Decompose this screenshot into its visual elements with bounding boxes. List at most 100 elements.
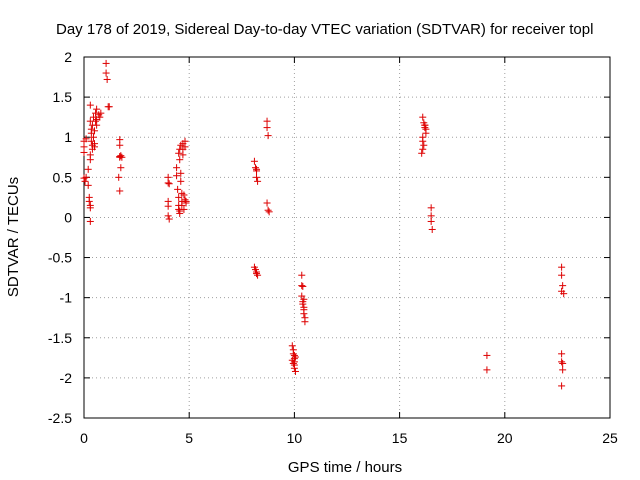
data-point xyxy=(263,117,271,125)
data-point xyxy=(428,225,436,233)
data-point xyxy=(264,132,272,140)
y-tick-label: 0.5 xyxy=(53,169,73,185)
x-tick-label: 10 xyxy=(287,430,303,446)
data-point xyxy=(176,207,184,215)
data-point xyxy=(558,350,566,358)
data-point xyxy=(175,193,183,201)
data-point xyxy=(86,204,94,212)
data-point xyxy=(253,167,261,175)
data-point xyxy=(173,172,181,180)
data-point xyxy=(96,113,104,121)
data-point xyxy=(82,135,90,143)
data-point xyxy=(116,141,124,149)
data-point xyxy=(483,366,491,374)
data-point xyxy=(164,202,172,210)
data-point xyxy=(419,145,427,153)
x-tick-label: 25 xyxy=(602,430,618,446)
data-point xyxy=(80,148,88,156)
data-point xyxy=(250,157,258,165)
y-tick-label: 1 xyxy=(64,129,72,145)
data-point xyxy=(81,177,89,185)
data-point xyxy=(84,181,92,189)
y-tick-label: -1.5 xyxy=(48,330,72,346)
data-point xyxy=(175,149,183,157)
data-point xyxy=(560,290,568,298)
data-point xyxy=(117,164,125,172)
data-point xyxy=(86,217,94,225)
data-point xyxy=(289,359,297,367)
data-point xyxy=(84,165,92,173)
data-point xyxy=(254,271,262,279)
data-point xyxy=(290,364,298,372)
y-tick-label: 1.5 xyxy=(53,89,73,105)
data-point xyxy=(103,75,111,83)
data-point xyxy=(483,351,491,359)
data-point xyxy=(91,143,99,151)
data-point xyxy=(301,318,309,326)
y-tick-label: 0 xyxy=(64,209,72,225)
data-point xyxy=(299,300,307,308)
data-point xyxy=(291,367,299,375)
data-point xyxy=(419,113,427,121)
data-point xyxy=(93,121,101,129)
data-point xyxy=(300,295,308,303)
data-point xyxy=(298,282,306,290)
y-axis-label: SDTVAR / TECUs xyxy=(5,177,22,297)
data-point xyxy=(118,153,126,161)
data-point xyxy=(86,151,94,159)
data-point xyxy=(176,156,184,164)
x-tick-label: 15 xyxy=(392,430,408,446)
x-tick-label: 20 xyxy=(497,430,513,446)
data-point xyxy=(93,105,101,113)
data-point xyxy=(165,215,173,223)
data-point xyxy=(299,282,307,290)
data-point xyxy=(559,366,567,374)
data-point xyxy=(559,282,567,290)
data-point xyxy=(181,143,189,151)
data-point xyxy=(419,137,427,145)
data-point xyxy=(105,103,113,111)
data-point xyxy=(91,127,99,135)
data-point xyxy=(181,196,189,204)
data-point xyxy=(264,206,272,214)
data-point xyxy=(263,124,271,132)
data-point xyxy=(253,173,261,181)
data-point xyxy=(291,353,299,361)
data-point xyxy=(300,310,308,318)
data-point xyxy=(422,129,430,137)
data-point xyxy=(558,358,566,366)
y-tick-label: -2.5 xyxy=(48,410,72,426)
data-point xyxy=(427,217,435,225)
plot-frame xyxy=(83,56,611,419)
data-point xyxy=(92,117,100,125)
data-point xyxy=(558,263,566,271)
y-tick-label: 2 xyxy=(64,49,72,65)
data-point xyxy=(102,59,110,67)
data-point xyxy=(173,164,181,172)
data-point xyxy=(178,201,186,209)
data-point xyxy=(85,197,93,205)
y-tick-label: -0.5 xyxy=(48,250,72,266)
data-point xyxy=(288,342,296,350)
y-tick-label: -2 xyxy=(60,370,73,386)
data-point xyxy=(116,187,124,195)
data-point xyxy=(298,271,306,279)
data-point xyxy=(265,208,273,216)
data-point xyxy=(165,180,173,188)
data-point xyxy=(115,173,123,181)
data-point xyxy=(263,199,271,207)
data-point xyxy=(179,151,187,159)
data-point xyxy=(427,204,435,212)
data-point xyxy=(251,164,259,172)
data-point xyxy=(177,169,185,177)
data-point xyxy=(164,179,172,187)
data-point xyxy=(418,149,426,157)
data-point xyxy=(420,141,428,149)
data-point xyxy=(253,270,261,278)
data-point xyxy=(86,101,94,109)
data-point xyxy=(102,69,110,77)
x-tick-label: 0 xyxy=(80,430,88,446)
data-point xyxy=(117,152,125,160)
